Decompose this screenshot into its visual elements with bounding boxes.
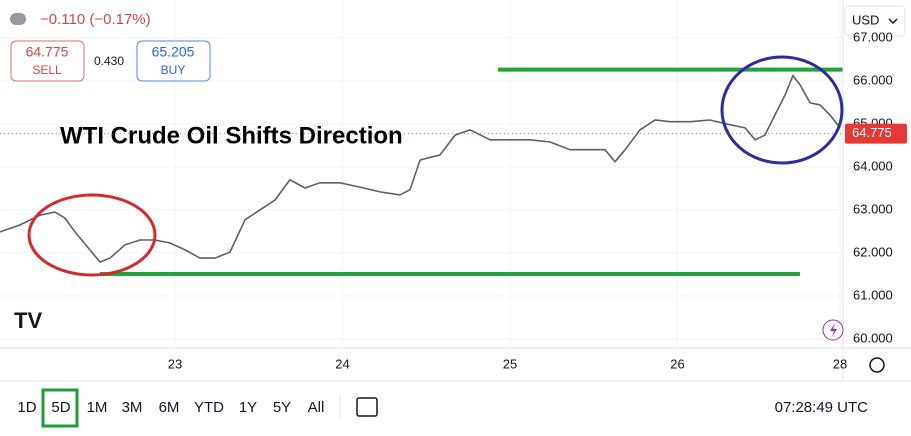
selected-frame [41, 388, 79, 428]
y-tick-label: 61.000 [853, 287, 893, 302]
buy-label: BUY [161, 63, 186, 77]
y-tick-label: 63.000 [853, 201, 893, 216]
chart-title: WTI Crude Oil Shifts Direction [60, 122, 403, 149]
y-tick-label: 64.000 [853, 158, 893, 173]
x-tick-label: 23 [168, 356, 182, 371]
date-range-icon[interactable] [356, 397, 378, 417]
sell-button[interactable] [10, 40, 85, 82]
y-tick-label: 67.000 [853, 29, 893, 44]
dropdown-arrow [888, 18, 898, 25]
timeframe-button[interactable]: 3M [122, 399, 143, 416]
spread: 0.430 [94, 54, 124, 68]
timeframe-button[interactable]: 5Y [273, 399, 291, 416]
timeframe-button[interactable]: 1D [17, 399, 36, 416]
x-tick-label: 24 [335, 356, 349, 371]
price-line [0, 74, 841, 263]
currency-button[interactable] [844, 5, 906, 37]
y-tick-label: 62.000 [853, 244, 893, 259]
settings-icon[interactable] [869, 357, 885, 373]
sell-price: 64.775 [26, 44, 69, 60]
timeframe-bar: 1D 5D 1M 3M 6M YTD 1Y 5Y All [17, 399, 324, 416]
timeframe-button[interactable]: 1M [87, 399, 108, 416]
sell-label: SELL [32, 63, 62, 77]
x-tick-label: 25 [503, 356, 517, 371]
buy-button[interactable] [136, 40, 211, 82]
last-price-box [845, 123, 907, 144]
alert-bolt [830, 323, 837, 337]
last-price-label: 64.775 [852, 125, 892, 140]
logo: TV [14, 308, 42, 333]
timeframe-button[interactable]: 6M [159, 399, 180, 416]
timeframe-button[interactable]: 5D [51, 399, 70, 416]
x-tick-label: 28 [833, 356, 847, 371]
change: −0.110 (−0.17%) [40, 11, 151, 28]
y-tick-label: 60.000 [853, 330, 893, 345]
timeframe-button[interactable]: All [308, 399, 325, 416]
highlight-circle [27, 193, 157, 277]
buy-price: 65.205 [152, 44, 195, 60]
highlight-circle [720, 55, 844, 165]
clock: 07:28:49 UTC [775, 399, 869, 416]
timeframe-button[interactable]: YTD [194, 399, 224, 416]
timeframe-button[interactable]: 1Y [239, 399, 257, 416]
status-icon [10, 13, 26, 25]
y-tick-label: 66.000 [853, 72, 893, 87]
currency: USD [852, 12, 879, 27]
x-tick-label: 26 [670, 356, 684, 371]
